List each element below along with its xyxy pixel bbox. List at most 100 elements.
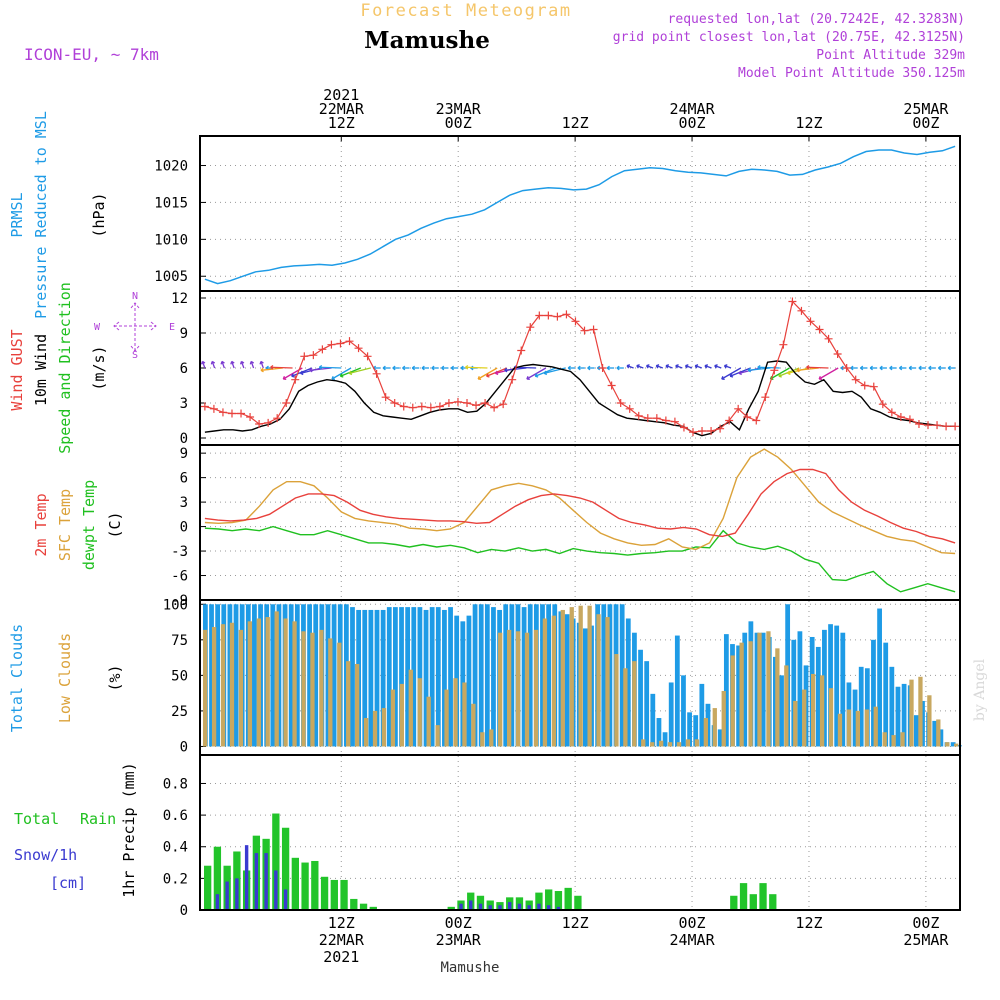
low-cloud-bar <box>453 678 458 747</box>
low-cloud-bar <box>632 661 637 747</box>
gust-marker <box>327 340 336 349</box>
total-cloud-bar <box>950 742 956 747</box>
total-cloud-bar <box>527 604 533 747</box>
wind-arrow-head <box>392 365 396 371</box>
gust-marker <box>589 325 598 334</box>
total-cloud-bar <box>693 715 699 747</box>
gust-marker <box>860 381 869 390</box>
wind-arrow-head <box>704 364 709 369</box>
snow-bar <box>244 845 249 910</box>
y-tick-label: 50 <box>171 668 188 684</box>
wind-arrow-head <box>860 365 864 371</box>
low-cloud-bar <box>542 618 548 747</box>
gust-marker <box>951 422 960 431</box>
low-cloud-bar <box>739 642 744 747</box>
gust-marker <box>372 369 381 378</box>
gust-marker <box>743 413 752 421</box>
wind-arrow <box>757 366 780 369</box>
gust-marker <box>625 404 634 413</box>
low-cloud-bar <box>381 708 387 747</box>
low-cloud-bar <box>730 655 735 747</box>
total-cloud-bar <box>625 618 631 747</box>
point-altitude: Point Altitude 329m <box>816 48 965 63</box>
low-cloud-bar <box>229 622 235 747</box>
low-cloud-bar <box>945 742 950 747</box>
total-cloud-bar <box>668 682 674 747</box>
wind-arrow <box>319 366 342 369</box>
wind-arrow-head <box>259 360 264 365</box>
y-tick-label: -3 <box>171 544 188 560</box>
gust-marker <box>616 399 625 407</box>
top-time-label: 24MAR <box>669 100 715 118</box>
gust-marker <box>526 323 535 332</box>
rain-bar <box>574 895 582 910</box>
low-cloud-bar <box>256 618 261 747</box>
total-cloud-bar <box>583 628 588 747</box>
wind-arrow-head <box>339 373 344 378</box>
wind-arrow-head <box>850 365 854 371</box>
gust-marker <box>725 416 734 425</box>
total-cloud-bar <box>429 607 435 747</box>
top-time-label: 00Z <box>679 114 706 132</box>
wind-arrow <box>796 367 819 371</box>
temp-sfc-label: SFC Temp <box>56 489 74 561</box>
gust-marker <box>318 345 327 354</box>
gust-marker <box>255 420 264 428</box>
total-cloud-bar <box>252 604 257 747</box>
gust-marker <box>598 364 607 372</box>
low-cloud-bar <box>811 673 816 747</box>
total-cloud-bar <box>760 632 766 747</box>
gust-marker <box>218 408 227 417</box>
total-cloud-bar <box>380 609 386 747</box>
total-cloud-bar <box>858 666 864 747</box>
wind-arrow <box>694 364 703 369</box>
gust-marker <box>716 424 725 433</box>
wind-arrow-head <box>534 373 539 378</box>
y-tick-label: 1010 <box>154 232 188 248</box>
total-cloud-bar <box>601 604 607 747</box>
rain-bar <box>564 887 572 910</box>
low-cloud-bar <box>784 665 789 747</box>
low-cloud-bar <box>355 663 360 747</box>
pressure-reduced-label: Pressure Reduced to MSL <box>32 111 50 319</box>
low-cloud-bar <box>274 611 279 747</box>
rain-bar <box>213 846 222 910</box>
wind-arrow-head <box>947 365 951 371</box>
wind-arrow-head <box>869 365 873 371</box>
wind-arrow-head <box>402 365 406 371</box>
y-tick-label: 9 <box>180 446 188 462</box>
total-cloud-bar <box>374 609 380 747</box>
wind-arrow <box>748 367 771 371</box>
low-cloud-bar <box>417 678 422 747</box>
wind-arrow <box>724 364 732 369</box>
total-cloud-bar <box>417 607 423 747</box>
wind-arrow-head <box>239 360 245 365</box>
temp-unit: (C) <box>106 511 124 538</box>
total-cloud-bar <box>546 604 552 747</box>
wind-arrow-head <box>596 365 601 371</box>
gust-marker <box>246 413 255 421</box>
gust-marker <box>815 325 824 334</box>
subtitle: Forecast Meteogram <box>360 1 571 21</box>
low-cloud-bar <box>721 691 726 747</box>
compass-arrows-icon <box>113 302 157 352</box>
wind-arrow <box>231 361 235 369</box>
snow-bar <box>508 902 512 910</box>
snow-bar <box>488 905 492 910</box>
bottom-time-label: 12Z <box>795 914 822 932</box>
low-cloud-bar <box>578 605 583 747</box>
gust-marker <box>851 375 860 384</box>
snow-unit-label: [cm] <box>50 874 86 892</box>
rain-bar <box>769 894 777 910</box>
rain-bar <box>320 876 329 910</box>
gust-marker <box>643 414 652 423</box>
low-cloud-bar <box>390 689 396 747</box>
total-cloud-bar <box>270 604 276 747</box>
compass-south: S <box>132 350 138 361</box>
low-cloud-bar <box>891 735 896 747</box>
wind-arrow-head <box>787 370 791 376</box>
gust-marker <box>688 428 697 437</box>
wind-gust-line <box>204 300 956 433</box>
